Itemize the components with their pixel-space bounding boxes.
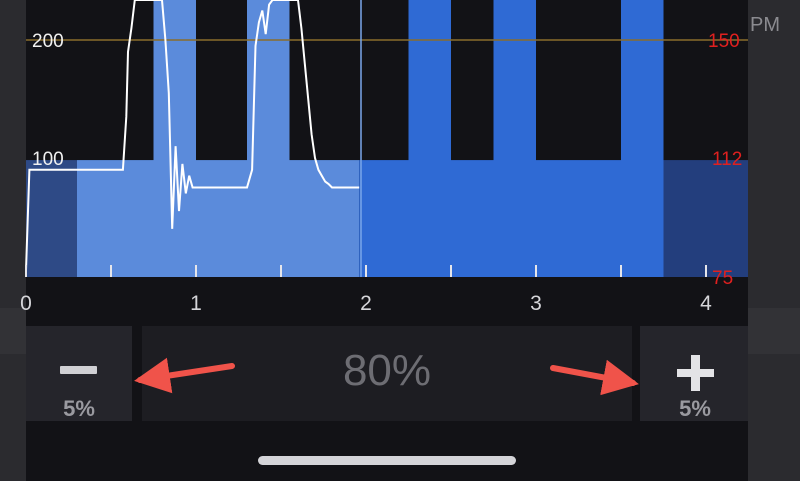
right-axis-tick-112: 112 xyxy=(712,149,742,170)
x-axis xyxy=(25,265,707,277)
background-left xyxy=(0,0,26,481)
interval-block-8 xyxy=(451,160,494,277)
interval-block-1 xyxy=(77,160,154,277)
interval-block-9 xyxy=(493,0,536,277)
background-peek-text: PM xyxy=(750,14,780,36)
x-axis-tick-3: 3 xyxy=(530,292,542,315)
right-axis-tick-150: 150 xyxy=(708,31,740,52)
intensity-display xyxy=(142,326,632,421)
power-trace-line xyxy=(25,0,360,271)
interval-block-0 xyxy=(26,160,77,277)
interval-block-7 xyxy=(408,0,451,277)
workout-chart: 200 100 150 112 75 0 1 2 3 4 xyxy=(20,0,748,315)
plus-icon-vertical xyxy=(691,355,700,391)
background-right xyxy=(748,0,800,481)
minus-icon xyxy=(60,366,97,374)
annotation-arrow-left xyxy=(134,357,235,394)
home-indicator[interactable] xyxy=(258,456,516,465)
interval-block-10 xyxy=(536,160,621,277)
interval-block-3 xyxy=(196,160,247,277)
left-axis-tick-200: 200 xyxy=(32,31,64,52)
interval-block-6 xyxy=(359,160,409,277)
interval-block-2 xyxy=(153,0,196,277)
interval-blocks xyxy=(26,0,748,277)
x-axis-tick-2: 2 xyxy=(360,292,372,315)
x-axis-tick-4: 4 xyxy=(700,292,712,315)
right-axis-tick-75: 75 xyxy=(712,268,733,289)
intensity-value: 80% xyxy=(342,346,432,395)
left-axis-tick-100: 100 xyxy=(32,149,64,170)
interval-block-4 xyxy=(247,0,290,277)
interval-block-12 xyxy=(663,160,748,277)
annotation-arrow-right xyxy=(550,359,639,396)
interval-block-11 xyxy=(621,0,664,277)
x-axis-tick-0: 0 xyxy=(20,292,32,315)
decrease-step-label: 5% xyxy=(63,396,95,421)
increase-step-label: 5% xyxy=(679,396,711,421)
x-axis-tick-1: 1 xyxy=(190,292,202,315)
